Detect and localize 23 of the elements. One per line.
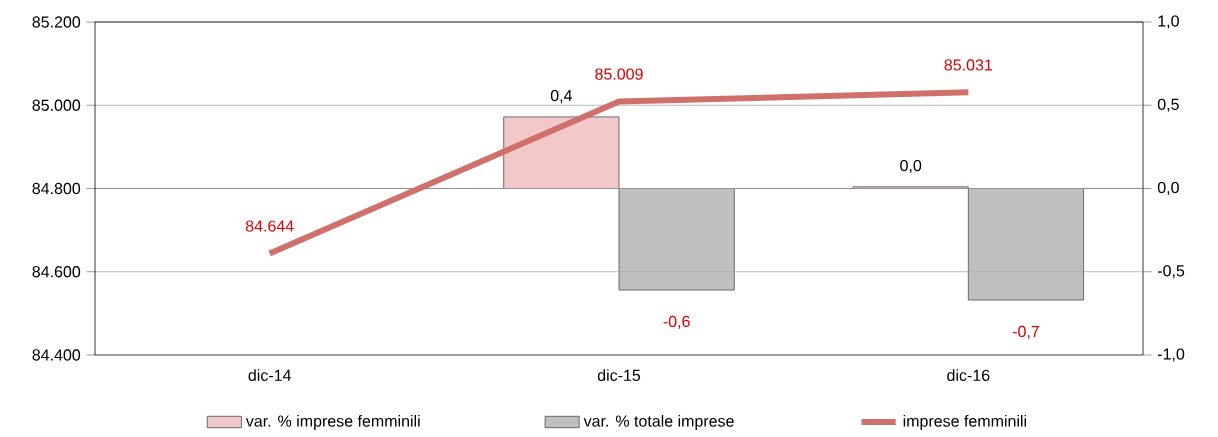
y2-tick-label: 0,5	[1157, 98, 1179, 112]
data-label: 85.009	[595, 68, 643, 80]
x-tick-label: dic-16	[947, 369, 990, 382]
data-label: -0,6	[663, 315, 690, 329]
data-label: 0,0	[900, 159, 922, 174]
y2-tick-label: 1,0	[1158, 15, 1179, 29]
y-tick-label: 84.800	[32, 182, 81, 195]
data-label: -0,7	[1012, 325, 1039, 339]
y2-tick-label: -0,5	[1158, 265, 1185, 279]
y-tick-label: 85.200	[32, 16, 81, 28]
y2-tick-label: 0,0	[1157, 181, 1179, 196]
data-label: 84.644	[245, 220, 294, 232]
y-tick-label: 85.000	[32, 99, 81, 111]
x-tick-label: dic-14	[248, 369, 291, 382]
x-tick-label: dic-15	[597, 369, 641, 382]
legend-label: var. % totale imprese	[583, 414, 734, 430]
data-label: 0,4	[550, 89, 573, 104]
legend-label: imprese femminili	[903, 414, 1026, 430]
data-label: 85.031	[944, 59, 993, 71]
y-tick-label: 84.400	[32, 349, 81, 361]
legend-label: var. % imprese femminili	[245, 414, 420, 430]
y-tick-label: 84.600	[32, 266, 81, 278]
y2-tick-label: -1,0	[1158, 348, 1185, 362]
